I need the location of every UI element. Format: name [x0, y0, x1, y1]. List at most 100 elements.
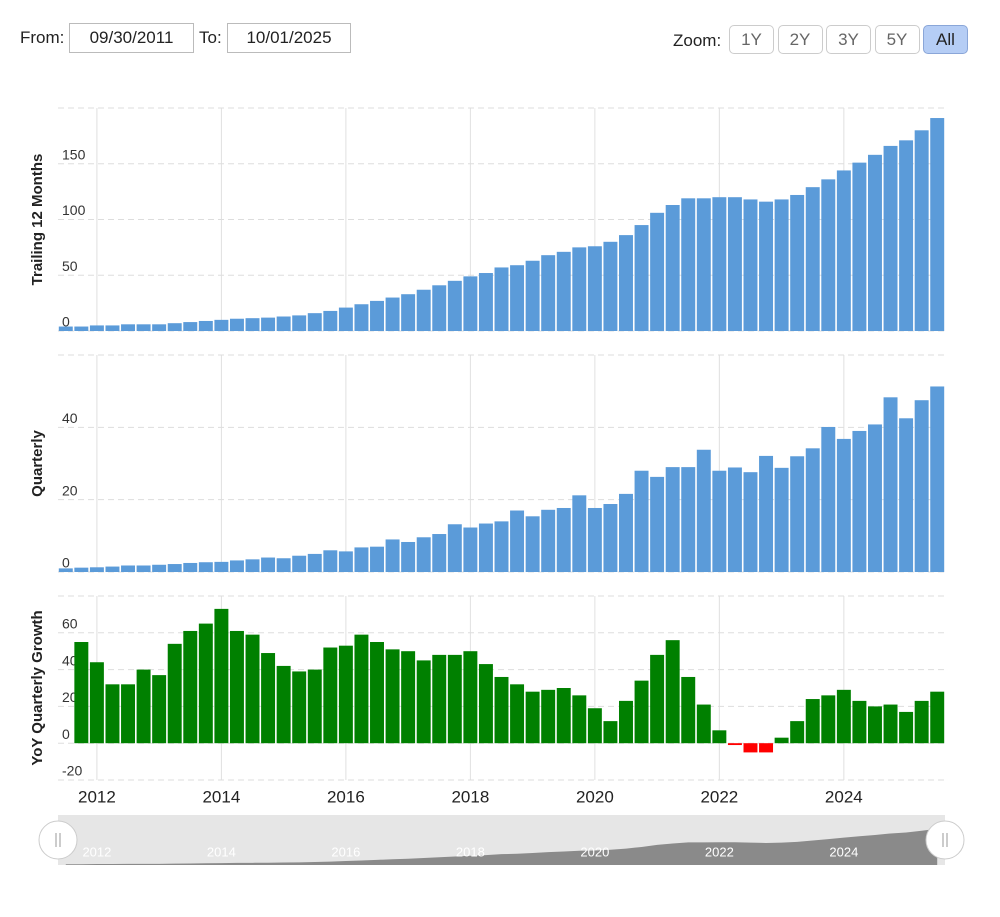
bar [167, 564, 182, 572]
bar [743, 743, 758, 753]
bar [681, 676, 696, 744]
navigator-year-label: 2012 [82, 844, 111, 859]
bar [572, 695, 587, 744]
page: {"controls": {"from_label": "From:", "fr… [20, 23, 968, 865]
x-tick-label: 2018 [451, 787, 489, 806]
bar [245, 559, 260, 572]
bar [899, 418, 914, 572]
bar [136, 669, 151, 744]
bar [323, 550, 338, 572]
bar [510, 684, 525, 744]
bar [261, 653, 276, 744]
bar [759, 743, 774, 753]
bar [650, 212, 665, 331]
from-date-input[interactable]: 09/30/2011 [69, 23, 194, 53]
x-tick-label: 2014 [202, 787, 240, 806]
bar [292, 315, 307, 331]
bar [167, 323, 182, 331]
bar [136, 324, 151, 331]
bar [899, 140, 914, 331]
bar [634, 470, 649, 572]
navigator-year-label: 2022 [705, 844, 734, 859]
bar [525, 516, 540, 572]
bar [619, 700, 633, 744]
bar [214, 608, 229, 744]
bar [354, 547, 369, 572]
zoom-button[interactable]: 2Y [777, 25, 823, 54]
bar [494, 267, 509, 331]
bar [572, 247, 587, 331]
navigator-area [65, 828, 938, 865]
bar [229, 318, 244, 331]
bar [867, 424, 882, 572]
bar [681, 467, 696, 572]
bar [712, 197, 727, 331]
bar [183, 562, 198, 572]
bar [58, 568, 73, 572]
zoom-button[interactable]: 1Y [729, 25, 774, 54]
bar [510, 265, 525, 331]
bar [121, 324, 136, 331]
bar [261, 317, 276, 331]
bar [867, 706, 882, 744]
bar [634, 225, 649, 331]
bar [463, 527, 478, 572]
y-tick-label: 0 [62, 726, 70, 742]
x-tick-label: 2024 [825, 787, 863, 806]
bar [712, 470, 727, 572]
bar [759, 455, 774, 572]
bar [790, 456, 805, 572]
zoom-button[interactable]: 3Y [826, 25, 871, 54]
bar [821, 695, 836, 744]
bar [183, 630, 198, 744]
bar [370, 546, 384, 572]
bar [541, 255, 556, 331]
bar [696, 449, 711, 572]
bar [774, 737, 789, 744]
bar [152, 564, 167, 572]
y-tick-label: 50 [62, 258, 78, 274]
bar [603, 241, 618, 331]
y-tick-label: 100 [62, 202, 86, 218]
bar [89, 662, 104, 744]
bar [743, 472, 758, 572]
y-tick-label: 150 [62, 146, 86, 162]
bar [74, 642, 89, 744]
bar [276, 316, 291, 331]
bar [385, 297, 400, 331]
navigator-year-label: 2024 [829, 844, 858, 859]
bar [338, 551, 353, 572]
bar [930, 691, 945, 744]
bar [899, 711, 914, 744]
x-tick-label: 2022 [700, 787, 738, 806]
navigator-handle[interactable] [925, 820, 965, 860]
bar [447, 524, 462, 572]
x-tick-label: 2012 [78, 787, 116, 806]
bar [790, 721, 805, 744]
zoom-label: Zoom: [673, 31, 722, 50]
bar [401, 294, 416, 331]
bar [914, 130, 929, 331]
bar [541, 509, 556, 572]
bar [307, 313, 322, 331]
bar [245, 318, 260, 331]
bar [463, 276, 478, 331]
bar [105, 566, 120, 572]
bar [385, 649, 400, 744]
y-tick-label: 0 [62, 555, 70, 571]
bar [556, 688, 571, 744]
bar [852, 162, 867, 331]
to-date-input[interactable]: 10/01/2025 [227, 23, 351, 53]
bar [463, 651, 478, 744]
zoom-button[interactable]: All [923, 25, 968, 54]
navigator-handle[interactable] [38, 820, 78, 860]
bar [307, 553, 322, 572]
navigator-year-label: 2016 [331, 844, 360, 859]
navigator-year-label: 2018 [456, 844, 485, 859]
zoom-button[interactable]: 5Y [874, 25, 920, 54]
bar [759, 201, 774, 331]
bar [883, 397, 898, 572]
bar [665, 467, 680, 572]
bar [276, 558, 291, 572]
bar [447, 654, 462, 744]
